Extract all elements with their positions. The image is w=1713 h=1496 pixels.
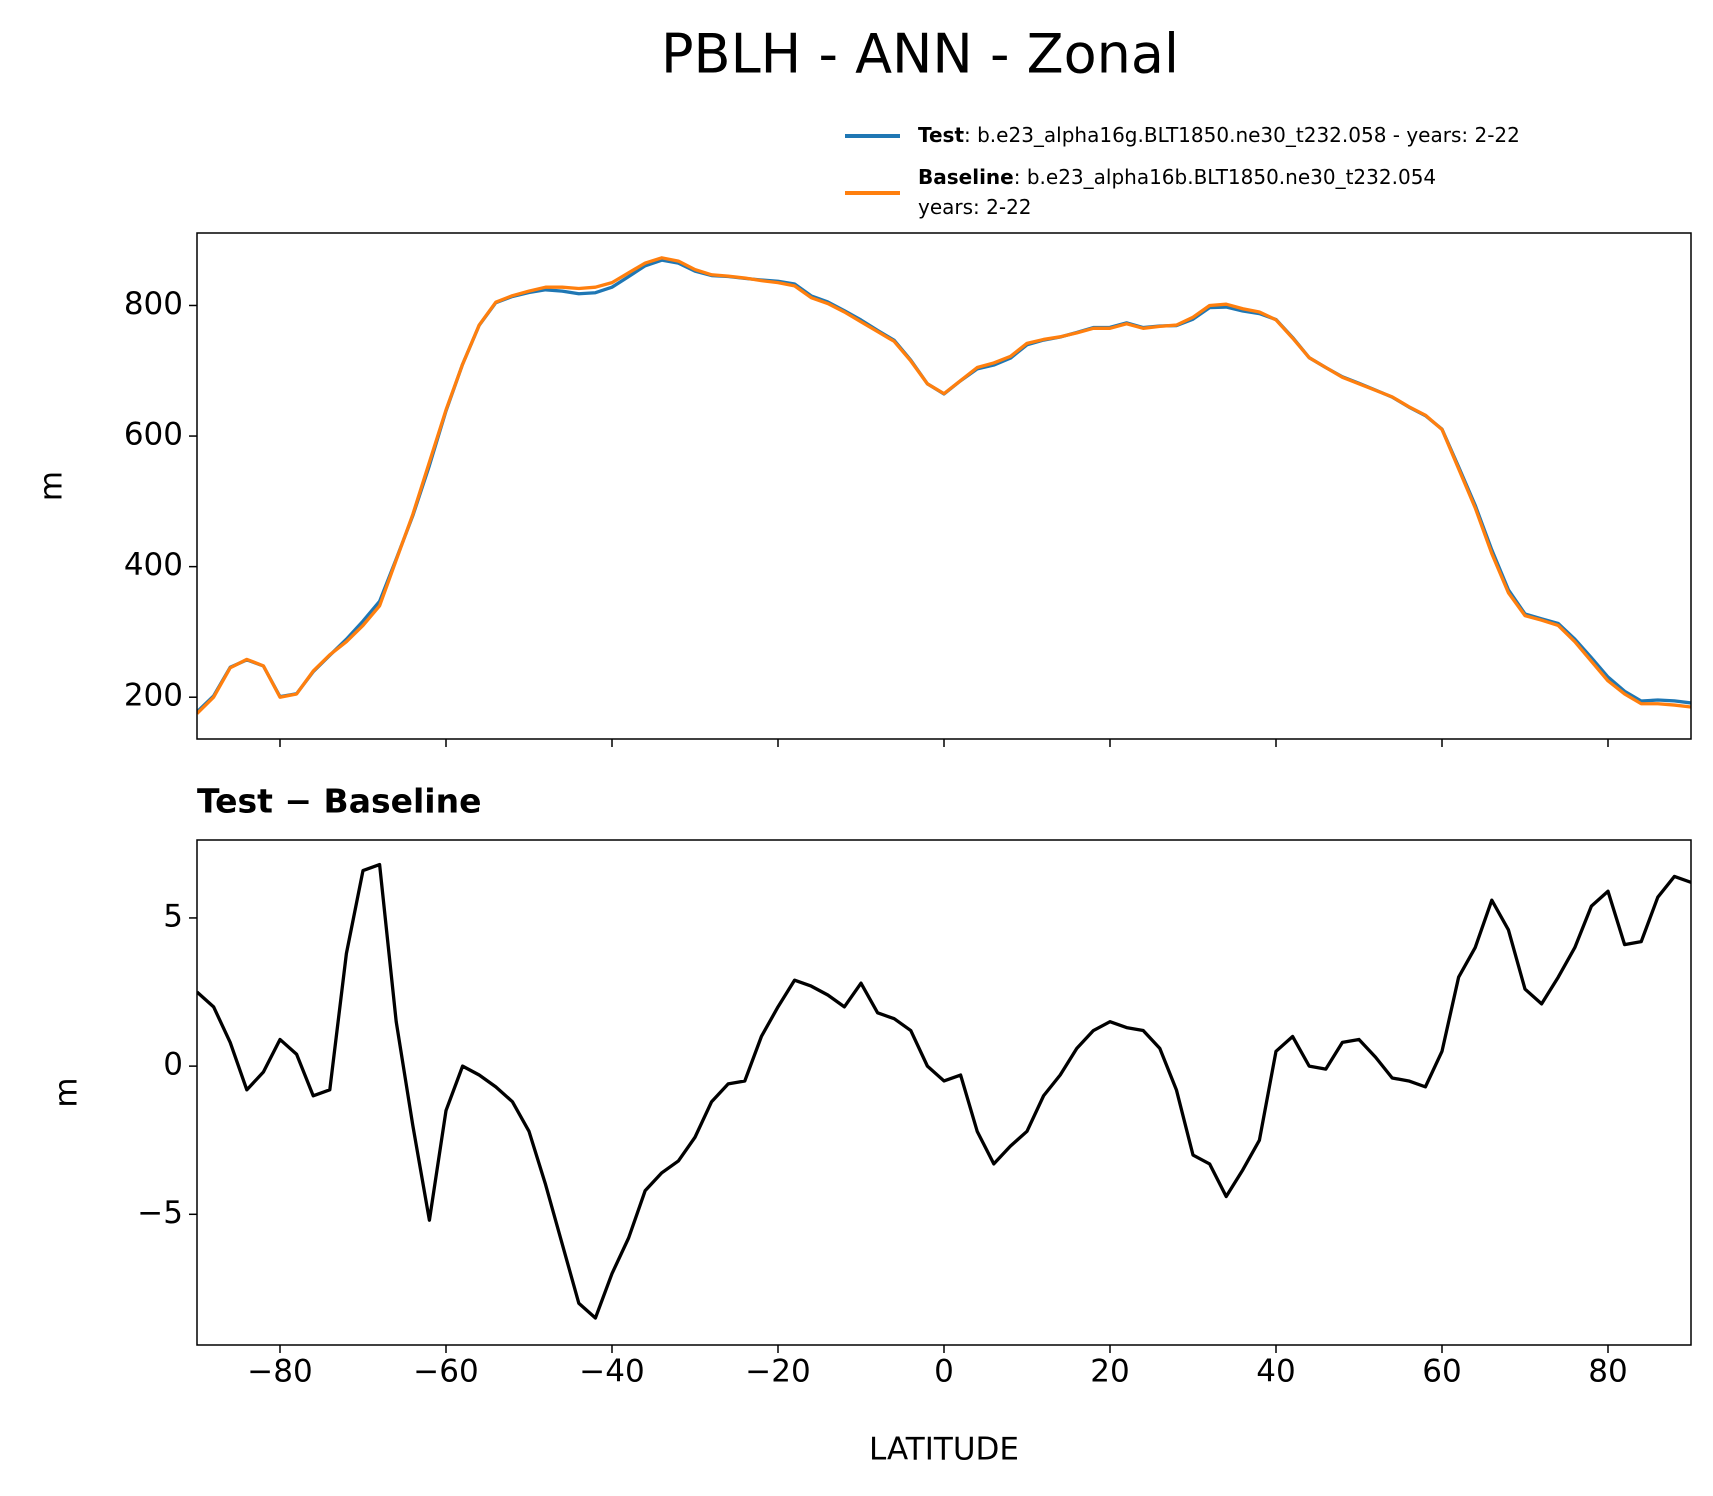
x-tick-label: −20	[745, 1354, 810, 1390]
x-axis-label: LATITUDE	[869, 1432, 1019, 1468]
axes-frame	[196, 839, 1692, 1346]
y-tick-label: 200	[124, 678, 183, 714]
y-axis-label: m	[49, 1077, 85, 1107]
figure-title: PBLH - ANN - Zonal	[661, 23, 1179, 86]
data-line	[197, 862, 1691, 1320]
x-tick-label: −40	[579, 1354, 644, 1390]
x-tick-label: 20	[1090, 1354, 1129, 1390]
legend-entry: Test: b.e23_alpha16g.BLT1850.ne30_t232.0…	[918, 123, 1520, 147]
legend-label: years: 2-22	[918, 195, 1032, 219]
x-tick-label: 0	[934, 1354, 954, 1390]
data-line	[197, 256, 1691, 715]
legend-entry: Baseline: b.e23_alpha16b.BLT1850.ne30_t2…	[918, 165, 1436, 189]
subplot-title: Test − Baseline	[197, 782, 482, 821]
x-tick-label: 80	[1588, 1354, 1627, 1390]
y-tick-label: −5	[137, 1195, 183, 1231]
x-tick-label: 40	[1256, 1354, 1295, 1390]
legend-name: Baseline	[918, 165, 1014, 189]
y-tick-label: 800	[124, 286, 183, 322]
x-tick-label: −60	[413, 1354, 478, 1390]
y-tick-label: 5	[163, 898, 183, 934]
legend-entry: years: 2-22	[918, 195, 1032, 219]
y-tick-label: 600	[124, 417, 183, 453]
axes-frame	[196, 232, 1692, 740]
y-tick-label: 0	[163, 1047, 183, 1083]
legend-name: Test	[918, 123, 964, 147]
legend-label: : b.e23_alpha16b.BLT1850.ne30_t232.054	[1014, 165, 1436, 189]
y-tick-label: 400	[124, 547, 183, 583]
x-tick-label: −80	[247, 1354, 312, 1390]
y-axis-label: m	[34, 471, 70, 501]
legend-label: : b.e23_alpha16g.BLT1850.ne30_t232.058 -…	[964, 123, 1520, 147]
x-tick-label: 60	[1422, 1354, 1461, 1390]
